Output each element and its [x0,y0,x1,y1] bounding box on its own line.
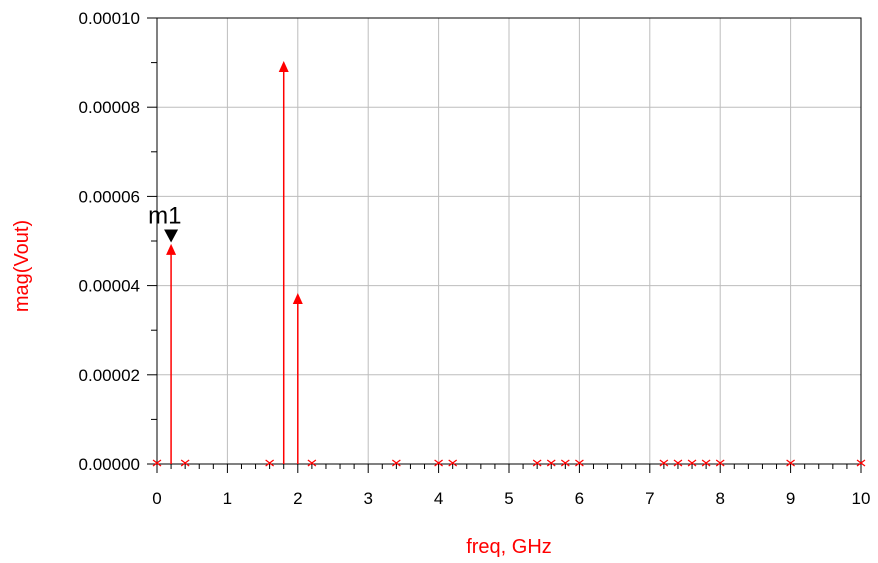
y-axis-title: mag(Vout) [11,220,33,312]
marker-m1[interactable]: m1 [148,203,181,243]
zero-point-mark [659,459,669,467]
plot-frame [156,17,862,465]
zero-point-mark [856,459,866,467]
marker-triangle-icon[interactable] [164,229,179,243]
y-tick-label: 0.00002 [79,366,140,385]
zero-points [152,459,866,467]
zero-mark-stroke [856,459,866,467]
zero-point-mark [532,459,542,467]
minor-ticks [147,17,862,473]
zero-mark-stroke [560,459,570,467]
zero-mark-stroke [575,459,584,467]
zero-point-mark [546,459,556,467]
zero-point-mark [448,459,458,467]
x-tick-label: 3 [363,489,372,508]
zero-mark-stroke [434,459,443,467]
zero-mark-stroke [687,459,697,467]
zero-mark-stroke [659,459,669,467]
zero-point-mark [391,459,401,467]
zero-mark-stroke [152,459,162,467]
zero-point-mark [673,459,683,467]
x-tick-label: 7 [645,489,654,508]
y-tick-label: 0.00010 [79,9,140,28]
zero-point-mark [434,459,443,467]
stem-head-triangle [292,292,303,304]
x-tick-label: 8 [715,489,724,508]
data-stems [166,61,303,464]
y-tick-labels: 0.00000 0.00002 0.00004 0.00006 0.00008 0.000… [79,9,140,474]
zero-mark-stroke [307,459,317,467]
x-tick-label: 0 [152,489,161,508]
zero-mark-stroke [715,459,725,467]
zero-mark-stroke [180,459,190,467]
zero-mark-stroke [786,459,795,467]
y-tick-label: 0.00000 [79,455,140,474]
y-tick-label: 0.00006 [79,187,140,206]
x-axis-title: freq, GHz [466,536,552,558]
zero-mark-stroke [546,459,556,467]
zero-point-mark [687,459,697,467]
zero-point-mark [152,459,162,467]
stem-head-triangle [278,61,289,73]
marker-label: m1 [148,203,181,230]
grid-lines [157,18,861,464]
x-tick-label: 4 [434,489,443,508]
x-tick-labels: 0 1 2 3 4 5 6 7 8 9 10 [152,489,870,508]
y-tick-label: 0.00008 [79,98,140,117]
zero-point-mark [701,459,711,467]
zero-point-mark [560,459,570,467]
zero-point-mark [715,459,725,467]
zero-point-mark [180,459,190,467]
zero-point-mark [575,459,584,467]
zero-point-mark [307,459,317,467]
zero-mark-stroke [673,459,683,467]
x-tick-label: 2 [293,489,302,508]
x-tick-label: 5 [504,489,513,508]
x-tick-label: 10 [852,489,871,508]
zero-mark-stroke [448,459,458,467]
x-tick-label: 9 [786,489,795,508]
zero-point-mark [786,459,795,467]
y-tick-label: 0.00004 [79,277,140,296]
zero-point-mark [265,459,275,467]
zero-mark-stroke [532,459,542,467]
x-tick-label: 1 [223,489,232,508]
stem-head-triangle [166,243,177,255]
x-tick-label: 6 [575,489,584,508]
zero-mark-stroke [701,459,711,467]
zero-mark-stroke [391,459,401,467]
zero-mark-stroke [265,459,275,467]
